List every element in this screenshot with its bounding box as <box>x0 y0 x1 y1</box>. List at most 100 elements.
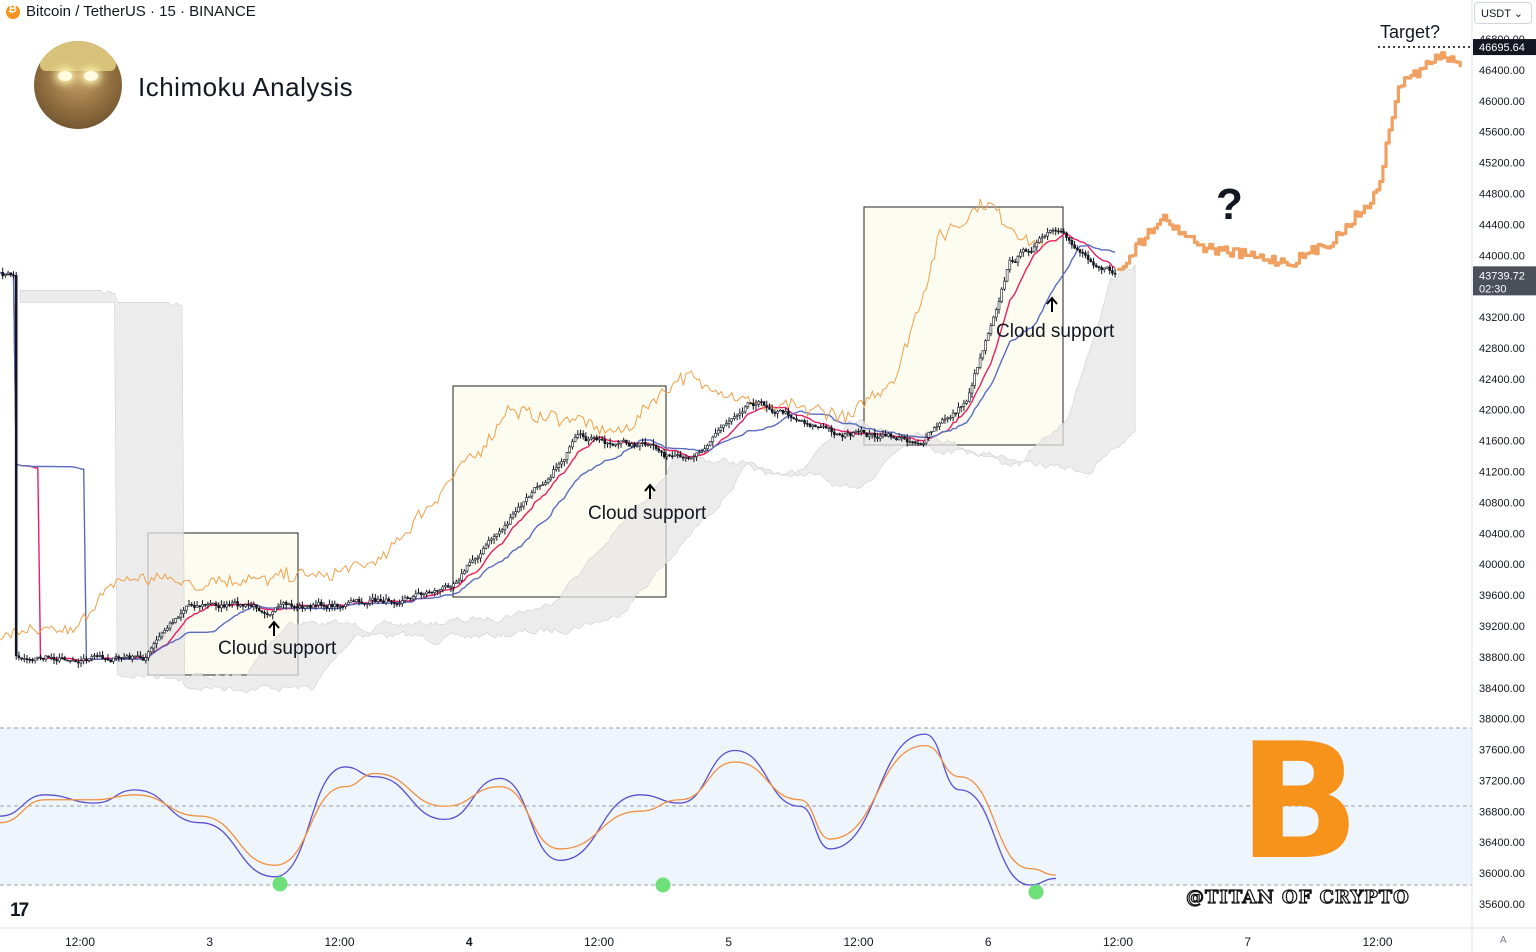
candle <box>544 482 547 485</box>
candle <box>449 586 453 589</box>
candle <box>652 443 655 446</box>
oversold-signal-dot <box>272 876 288 892</box>
candle <box>568 446 572 453</box>
candle <box>168 622 172 629</box>
candle <box>916 442 920 445</box>
time-tick-label: 3 <box>206 935 213 949</box>
brand-title: Ichimoku Analysis <box>138 72 354 102</box>
candle <box>859 429 863 433</box>
candle <box>282 602 285 605</box>
candle <box>870 433 874 435</box>
candle <box>55 659 59 662</box>
currency-select[interactable]: USDT ⌄ <box>1474 2 1532 24</box>
candle <box>854 430 858 433</box>
candle <box>1013 261 1017 263</box>
candle <box>490 538 493 541</box>
candle <box>751 402 755 407</box>
candle <box>484 544 488 549</box>
cloud-support-label-3: Cloud support <box>996 321 1115 342</box>
candle <box>12 274 15 277</box>
time-tick-label: 12:00 <box>843 935 873 949</box>
candle <box>287 603 291 606</box>
candle <box>487 539 491 546</box>
candle <box>409 597 412 600</box>
time-tick-label: 12:00 <box>65 935 95 949</box>
candle <box>962 403 966 407</box>
candle <box>1111 270 1114 274</box>
candle <box>328 603 331 609</box>
candle <box>158 636 161 641</box>
candle <box>889 433 893 438</box>
candle <box>28 659 32 661</box>
candle <box>22 658 26 660</box>
candle <box>274 607 277 612</box>
candle <box>292 606 296 608</box>
candle <box>419 592 423 595</box>
arrow-up-icon <box>1046 296 1058 312</box>
candle <box>79 660 83 664</box>
candle <box>498 530 501 535</box>
candle <box>760 401 763 403</box>
candle <box>646 444 650 446</box>
candle <box>843 433 847 438</box>
candle <box>1030 251 1033 253</box>
candle <box>506 523 509 526</box>
candle <box>503 525 507 531</box>
candle <box>1084 252 1087 256</box>
candle <box>668 454 671 457</box>
candle <box>903 436 906 440</box>
candle <box>976 367 979 374</box>
candle <box>241 604 245 607</box>
tradingview-logo-icon[interactable]: 17 <box>10 900 29 921</box>
auto-scale-button[interactable]: A <box>1500 935 1507 946</box>
candle <box>71 659 75 662</box>
candle <box>514 511 518 515</box>
candle <box>341 606 345 608</box>
candle <box>708 441 712 446</box>
candle <box>716 430 720 434</box>
price-tick-label: 36000.00 <box>1479 868 1525 880</box>
candle <box>673 454 677 457</box>
candle <box>922 442 925 445</box>
avatar-hair <box>40 41 116 71</box>
candle <box>508 517 512 525</box>
candle <box>387 598 391 602</box>
candle <box>711 436 715 443</box>
candle <box>101 654 104 660</box>
candle <box>1024 249 1028 252</box>
candle <box>776 410 779 414</box>
candle <box>438 589 442 592</box>
price-tick-label: 46400.00 <box>1479 65 1525 77</box>
candle <box>616 443 620 445</box>
bitcoin-coin-icon <box>6 3 20 19</box>
candle <box>392 602 396 605</box>
candle <box>886 433 890 437</box>
candle <box>406 597 410 599</box>
candle <box>131 655 134 660</box>
candle <box>757 401 761 405</box>
candle <box>665 454 669 458</box>
candle <box>171 622 175 624</box>
candle <box>1059 230 1063 233</box>
candle <box>298 605 302 609</box>
candle <box>816 426 820 429</box>
candle <box>147 651 150 659</box>
candle <box>625 439 628 444</box>
candle <box>641 442 644 444</box>
candle <box>768 407 771 410</box>
candle <box>68 660 72 662</box>
candle <box>95 655 99 657</box>
candle <box>746 402 750 408</box>
candle <box>322 605 326 607</box>
candle <box>276 606 280 609</box>
candle <box>552 469 555 478</box>
candle <box>1103 267 1106 271</box>
candle <box>857 430 860 433</box>
candle <box>463 570 466 575</box>
candle <box>924 437 928 444</box>
candle <box>125 655 129 658</box>
oversold-signal-dot <box>655 877 671 893</box>
candle <box>1100 267 1103 271</box>
candle <box>633 443 636 447</box>
